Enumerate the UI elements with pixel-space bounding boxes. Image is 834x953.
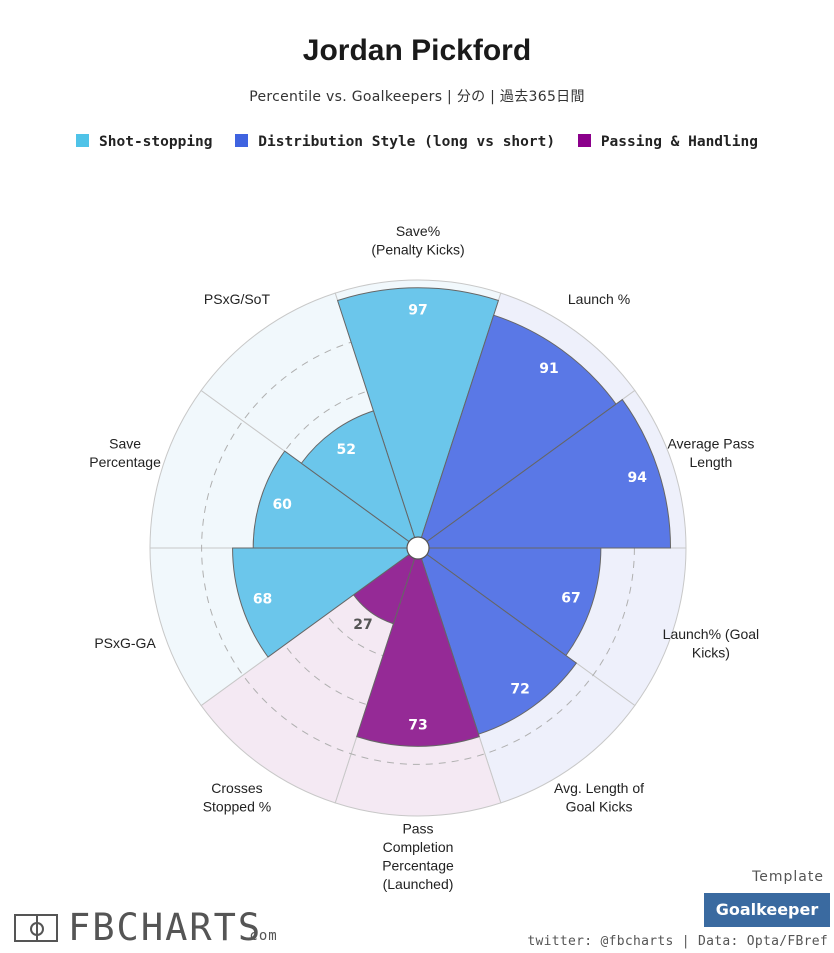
axis-label: Save Percentage [89,436,161,471]
center-hub [406,536,430,560]
brand-name: FBCHARTS [68,906,263,949]
legend-label: Shot-stopping [99,134,213,150]
bar [300,410,419,550]
bar [252,450,420,549]
legend-item-shot-stopping: Shot-stopping [76,134,213,150]
axis-label: Launch % [568,291,630,307]
bar [336,287,500,550]
sector-background [200,546,419,804]
value-label: 72 [510,682,529,698]
value-label: 97 [408,303,427,319]
legend-item-distribution: Distribution Style (long vs short) [235,134,555,150]
chart-title: Jordan Pickford [302,34,532,67]
bar [417,546,578,735]
axis-label: PSxG/SoT [204,291,271,307]
legend: Shot-stopping Distribution Style (long v… [0,134,834,150]
value-label: 67 [561,591,580,607]
template-label: Template [752,869,824,885]
value-label: 68 [253,592,272,608]
value-label: 91 [539,361,558,377]
value-label: 73 [408,717,427,733]
value-label: 94 [627,470,647,486]
legend-label: Passing & Handling [600,134,758,150]
legend-swatch [235,134,249,147]
bar [417,314,617,550]
bar [416,547,602,657]
legend-item-passing: Passing & Handling [577,134,758,150]
data-credit: twitter: @fbcharts | Data: Opta/FBref [527,934,828,949]
bar [356,546,480,747]
legend-swatch [577,134,591,147]
pitch-icon [14,914,58,942]
template-badge: Goalkeeper [704,893,830,927]
legend-swatch [76,134,90,147]
bar [232,547,420,658]
bar [416,398,672,549]
axis-label: Launch% (Goal Kicks) [663,626,760,661]
value-label: 52 [336,442,355,458]
axis-label: Average Pass Length [667,436,754,471]
axis-label: Avg. Length of Goal Kicks [554,780,644,815]
value-label: 27 [353,617,372,633]
axis-label: Crosses Stopped % [203,780,272,815]
brand-suffix: .com [240,928,278,944]
legend-label: Distribution Style (long vs short) [258,134,556,150]
axis-label: PSxG-GA [94,635,156,651]
axis-label: Save% (Penalty Kicks) [371,223,464,258]
value-label: 60 [272,497,292,513]
axis-label: Pass Completion Percentage (Launched) [382,820,454,892]
chart-subtitle: Percentile vs. Goalkeepers | 分の | 過去365日… [249,89,585,105]
